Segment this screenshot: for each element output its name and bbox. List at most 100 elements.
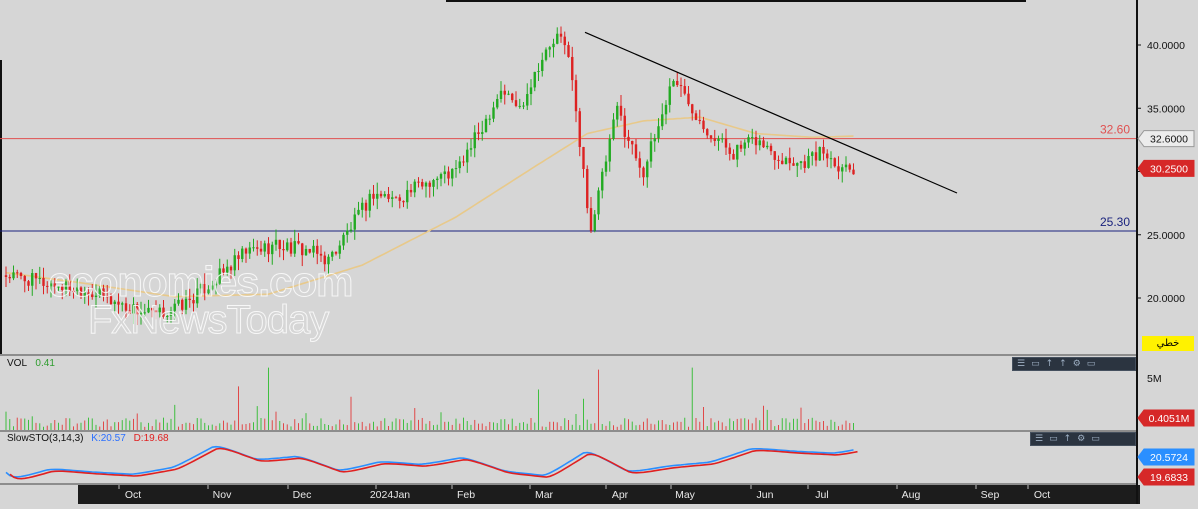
candle-body — [623, 115, 626, 137]
candle-body — [477, 132, 480, 134]
settings-icon[interactable]: ⚙ — [1077, 434, 1086, 444]
candle-body — [676, 80, 679, 86]
candle-body — [691, 104, 694, 114]
candle-body — [252, 247, 255, 249]
candle-body — [229, 266, 233, 271]
candle-body — [694, 113, 698, 120]
volume-toolbar: ☰ ▭ ↑ ↑ ⚙ ▭ — [1012, 357, 1136, 371]
moving-average-line — [5, 116, 854, 298]
stochastic-label: SlowSTO(3,14,3) — [7, 433, 84, 444]
candle-body — [31, 273, 34, 286]
candle-body — [421, 181, 424, 187]
candle-body — [503, 90, 506, 95]
candle-body — [563, 36, 566, 46]
candle-body — [147, 307, 150, 313]
date-label-2024Jan: 2024Jan — [370, 489, 410, 501]
candle-body — [736, 144, 739, 160]
candle-body — [16, 272, 19, 274]
candle-body — [432, 180, 435, 187]
candle-body — [601, 171, 604, 191]
candle-body — [169, 310, 173, 316]
candle-body — [319, 253, 323, 256]
candle-body — [548, 47, 551, 50]
candle-body — [27, 281, 30, 286]
menu-icon[interactable]: ☰ — [1035, 434, 1044, 444]
date-axis-left-gap — [0, 485, 78, 504]
candle-body — [533, 71, 536, 88]
up-icon[interactable]: ↑ — [1059, 359, 1067, 369]
stochastic-d-line — [9, 447, 858, 480]
more-icon[interactable]: ▭ — [1086, 359, 1096, 369]
price-tick-label: 20.0000 — [1147, 293, 1185, 305]
candle-body — [814, 152, 818, 161]
watermark-economies: economies.com — [47, 258, 353, 306]
candle-body — [833, 158, 836, 167]
candle-body — [796, 163, 799, 166]
volume-value: 0.41 — [35, 358, 55, 369]
candle-body — [192, 300, 195, 304]
candle-body — [627, 136, 630, 141]
candle-body — [237, 255, 240, 259]
window-icon[interactable]: ▭ — [1049, 434, 1058, 444]
date-label-Oct: Oct — [125, 489, 141, 501]
settings-icon[interactable]: ⚙ — [1072, 359, 1081, 369]
candle-body — [634, 144, 638, 159]
candle-body — [541, 59, 544, 72]
candle-body — [274, 239, 278, 245]
more-icon[interactable]: ▭ — [1091, 434, 1100, 444]
candle-body — [428, 182, 431, 187]
window-icon[interactable]: ▭ — [1031, 359, 1040, 369]
candle-body — [316, 245, 319, 254]
candle-body — [49, 283, 53, 287]
axis-separator — [1136, 0, 1138, 504]
date-label-May: May — [675, 489, 696, 501]
candle-body — [248, 247, 251, 254]
candle-body — [743, 142, 746, 149]
volume-tag-last-text: 0.4051M — [1149, 413, 1190, 425]
candle-body — [211, 285, 214, 290]
candle-body — [387, 194, 390, 199]
candle-body — [158, 307, 161, 313]
menu-icon[interactable]: ☰ — [1017, 359, 1026, 369]
chart-type-badge[interactable]: خطي — [1142, 336, 1194, 351]
stochastic-k-tag-shape — [1137, 448, 1195, 466]
candle-body — [683, 86, 686, 94]
candle-body — [619, 105, 623, 116]
candle-body — [256, 247, 259, 249]
candle-body — [34, 273, 38, 279]
up-icon[interactable]: ↑ — [1063, 434, 1072, 444]
candle-body — [514, 100, 518, 106]
candle-body — [597, 190, 600, 215]
candle-body — [702, 120, 705, 130]
volume-axis-tick: 5M — [1147, 373, 1162, 385]
level-label-25.30: 25.30 — [1100, 215, 1130, 229]
candle-body — [196, 288, 199, 304]
candle-body — [308, 248, 311, 253]
candle-body — [57, 286, 60, 288]
candle-body — [334, 251, 338, 254]
candle-body — [616, 105, 619, 120]
candle-body — [646, 161, 649, 178]
candle-body — [739, 144, 743, 149]
candle-body — [732, 153, 735, 160]
candle-body — [83, 292, 86, 297]
candle-body — [4, 275, 8, 277]
candle-body — [226, 266, 229, 273]
candle-body — [259, 248, 263, 252]
candle-body — [278, 239, 281, 250]
candle-body — [173, 303, 176, 311]
date-label-Oct: Oct — [1034, 489, 1050, 501]
candle-body — [773, 151, 776, 160]
candle-body — [848, 164, 851, 170]
candle-body — [469, 148, 473, 150]
candle-body — [496, 98, 499, 108]
candle-body — [841, 167, 844, 172]
candle-body — [342, 234, 345, 246]
candle-body — [518, 105, 521, 107]
candle-body — [657, 126, 660, 139]
candle-body — [661, 114, 664, 127]
candle-body — [383, 194, 386, 197]
candle-body — [61, 286, 64, 291]
up-icon[interactable]: ↑ — [1045, 359, 1054, 369]
